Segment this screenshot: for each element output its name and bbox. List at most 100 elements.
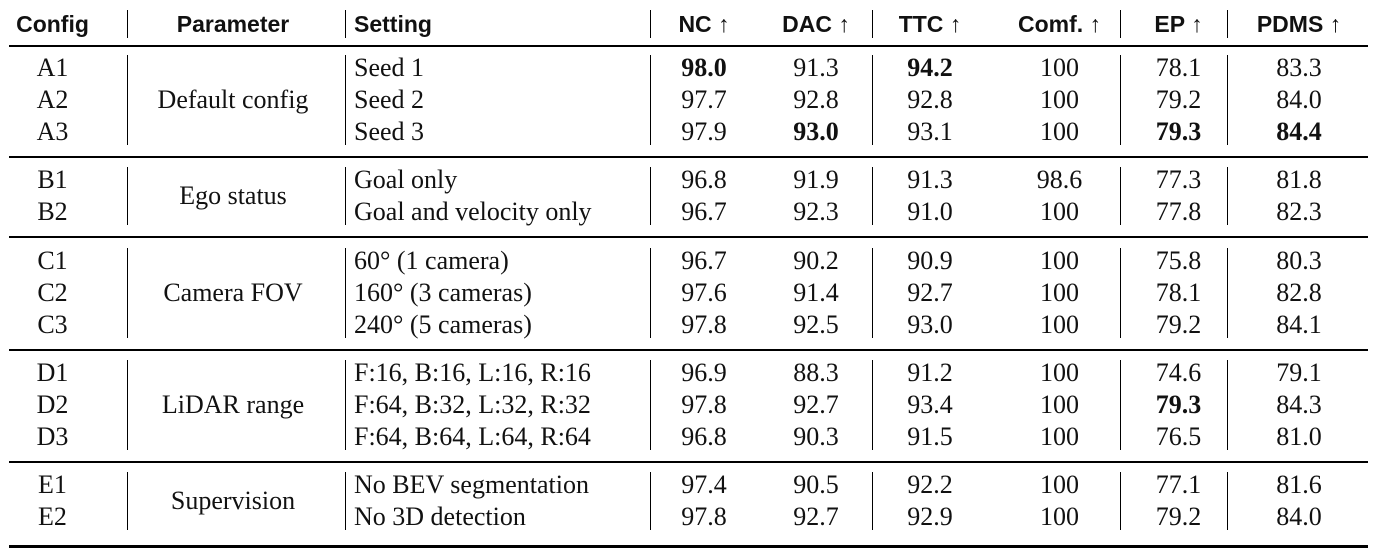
setting-cell: Goal only [354, 165, 458, 194]
bottom-rule [9, 545, 1368, 548]
config-cell: A1 [36, 53, 69, 82]
column-divider [1120, 167, 1121, 225]
dac-value: 92.7 [793, 390, 839, 419]
setting-cell: No BEV segmentation [354, 470, 589, 499]
ttc-value: 94.2 [907, 53, 953, 82]
column-divider [872, 167, 873, 225]
column-divider [650, 55, 651, 145]
ep-value: 79.2 [1155, 502, 1202, 531]
dac-value: 91.9 [793, 165, 839, 194]
ttc-value: 91.0 [907, 197, 953, 226]
column-divider [1227, 10, 1228, 38]
ttc-value: 92.2 [907, 470, 953, 499]
header-cell: Setting [354, 11, 432, 37]
group-rule [9, 236, 1368, 238]
dac-value: 91.4 [793, 278, 839, 307]
nc-value: 97.7 [681, 85, 727, 114]
column-divider [872, 55, 873, 145]
setting-cell: 60° (1 camera) [354, 246, 509, 275]
comf-value: 100 [1040, 53, 1079, 82]
column-divider [345, 167, 346, 225]
header-cell: PDMS ↑ [1256, 11, 1342, 37]
ttc-value: 93.4 [907, 390, 953, 419]
column-divider [1227, 360, 1228, 450]
pdms-value: 84.1 [1276, 310, 1322, 339]
ttc-value: 91.3 [907, 165, 953, 194]
nc-value: 96.8 [681, 165, 727, 194]
column-divider [650, 248, 651, 338]
setting-cell: 240° (5 cameras) [354, 310, 532, 339]
column-divider [1227, 167, 1228, 225]
dac-value: 92.3 [793, 197, 839, 226]
column-divider [345, 55, 346, 145]
dac-value: 90.2 [793, 246, 839, 275]
column-divider [345, 360, 346, 450]
ep-value: 79.3 [1155, 390, 1202, 419]
header-rule [9, 45, 1368, 47]
setting-cell: F:64, B:32, L:32, R:32 [354, 390, 591, 419]
ttc-value: 90.9 [907, 246, 953, 275]
column-divider [345, 248, 346, 338]
group-rule [9, 461, 1368, 463]
column-divider [1227, 472, 1228, 530]
comf-value: 100 [1040, 358, 1079, 387]
dac-value: 90.3 [793, 422, 839, 451]
header-cell: TTC ↑ [898, 11, 962, 37]
parameter-cell: Supervision [170, 486, 296, 515]
ep-value: 77.1 [1155, 470, 1202, 499]
pdms-value: 82.3 [1276, 197, 1322, 226]
column-divider [650, 10, 651, 38]
column-divider [1120, 10, 1121, 38]
config-cell: C2 [37, 278, 68, 307]
dac-value: 88.3 [793, 358, 839, 387]
ep-value: 74.6 [1155, 358, 1202, 387]
ep-value: 79.2 [1155, 310, 1202, 339]
pdms-value: 82.8 [1276, 278, 1322, 307]
nc-value: 96.7 [681, 197, 727, 226]
config-cell: D1 [36, 358, 69, 387]
setting-cell: Seed 3 [354, 117, 425, 146]
nc-value: 97.9 [681, 117, 727, 146]
pdms-value: 84.4 [1276, 117, 1322, 146]
dac-value: 92.5 [793, 310, 839, 339]
setting-cell: Seed 1 [354, 53, 425, 82]
ep-value: 79.2 [1155, 85, 1202, 114]
header-cell: EP ↑ [1154, 11, 1203, 37]
dac-value: 91.3 [793, 53, 839, 82]
pdms-value: 79.1 [1276, 358, 1322, 387]
config-cell: A2 [36, 85, 69, 114]
comf-value: 100 [1040, 390, 1079, 419]
column-divider [345, 10, 346, 38]
ttc-value: 92.7 [907, 278, 953, 307]
config-cell: D2 [36, 390, 69, 419]
column-divider [1227, 55, 1228, 145]
nc-value: 97.6 [681, 278, 727, 307]
header-cell: DAC ↑ [782, 11, 850, 37]
nc-value: 96.8 [681, 422, 727, 451]
pdms-value: 81.8 [1276, 165, 1322, 194]
pdms-value: 81.0 [1276, 422, 1322, 451]
column-divider [127, 248, 128, 338]
nc-value: 96.7 [681, 246, 727, 275]
group-rule [9, 156, 1368, 158]
column-divider [127, 472, 128, 530]
header-cell: Config [16, 11, 89, 37]
header-cell: NC ↑ [678, 11, 730, 37]
comf-value: 100 [1040, 197, 1079, 226]
column-divider [127, 360, 128, 450]
dac-value: 92.8 [793, 85, 839, 114]
ep-value: 77.3 [1155, 165, 1202, 194]
column-divider [872, 10, 873, 38]
nc-value: 97.8 [681, 502, 727, 531]
column-divider [872, 360, 873, 450]
parameter-cell: Default config [157, 85, 309, 114]
group-rule [9, 349, 1368, 351]
setting-cell: F:16, B:16, L:16, R:16 [354, 358, 591, 387]
column-divider [1120, 55, 1121, 145]
column-divider [1120, 360, 1121, 450]
column-divider [127, 55, 128, 145]
nc-value: 97.8 [681, 390, 727, 419]
setting-cell: No 3D detection [354, 502, 526, 531]
pdms-value: 80.3 [1276, 246, 1322, 275]
config-cell: E2 [38, 502, 67, 531]
